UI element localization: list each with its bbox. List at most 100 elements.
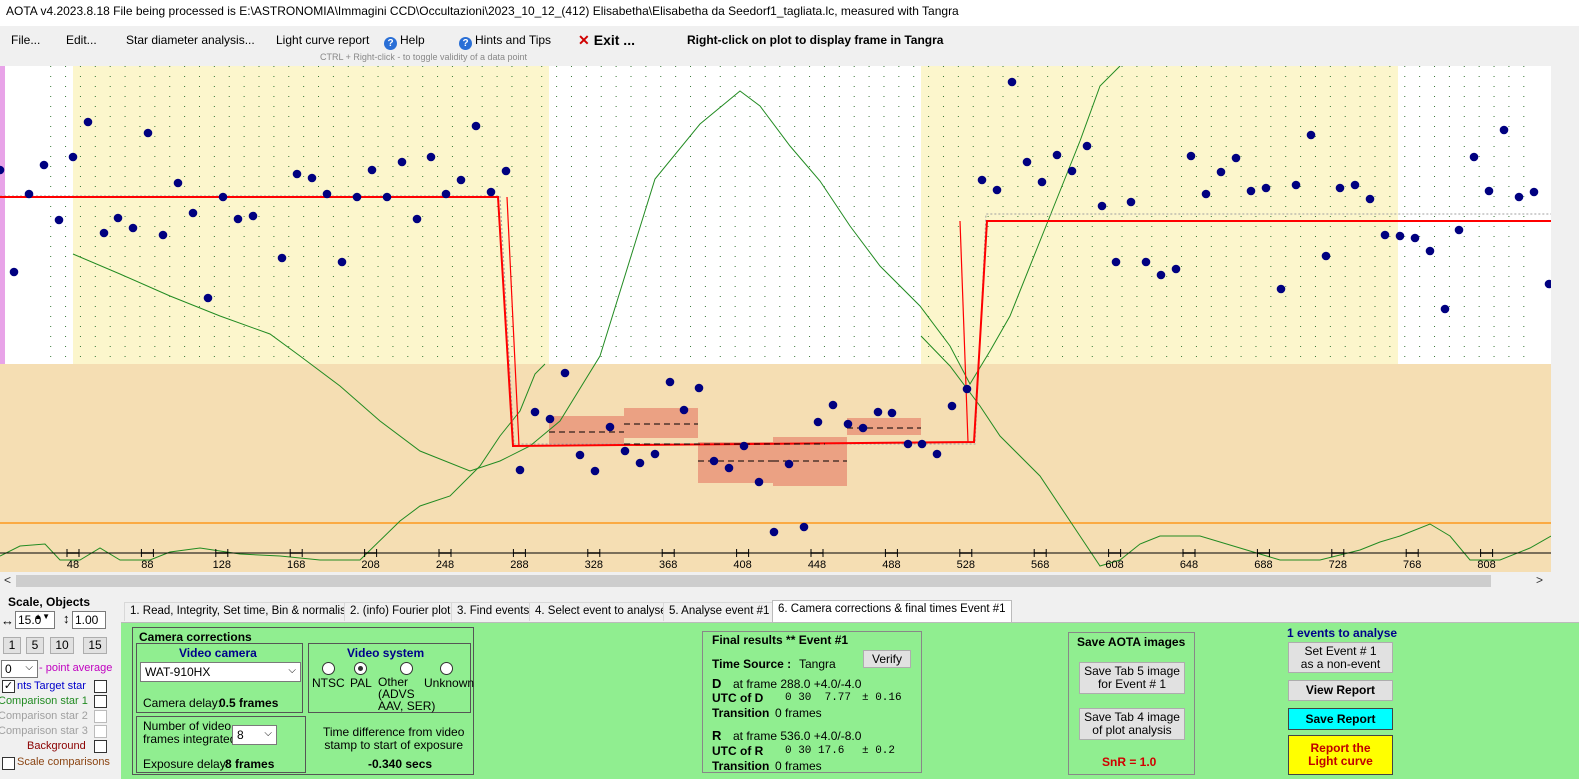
radio-ntsc[interactable] bbox=[322, 662, 335, 675]
data-point[interactable] bbox=[1067, 166, 1077, 176]
data-point[interactable] bbox=[843, 419, 853, 429]
radio-unknown[interactable] bbox=[440, 662, 453, 675]
v-scale-spinner[interactable]: 1.00 bbox=[72, 611, 106, 629]
data-point[interactable] bbox=[188, 208, 198, 218]
data-point[interactable] bbox=[962, 384, 972, 394]
data-point[interactable] bbox=[277, 253, 287, 263]
data-point[interactable] bbox=[575, 450, 585, 460]
data-point[interactable] bbox=[233, 214, 243, 224]
data-point[interactable] bbox=[218, 192, 228, 202]
scale-5-button[interactable]: 5 bbox=[26, 637, 44, 654]
data-point[interactable] bbox=[709, 456, 719, 466]
data-point[interactable] bbox=[754, 477, 764, 487]
frames-integrated-select[interactable]: 8 ⌵ bbox=[232, 725, 277, 745]
data-point[interactable] bbox=[1335, 183, 1345, 193]
data-point[interactable] bbox=[932, 449, 942, 459]
data-point[interactable] bbox=[887, 408, 897, 418]
data-point[interactable] bbox=[694, 383, 704, 393]
menu-help[interactable]: ? Help bbox=[384, 33, 425, 50]
data-point[interactable] bbox=[1171, 264, 1181, 274]
data-point[interactable] bbox=[441, 189, 451, 199]
points-checkbox[interactable]: ✓ bbox=[2, 680, 15, 693]
data-point[interactable] bbox=[1469, 152, 1479, 162]
data-point[interactable] bbox=[1186, 151, 1196, 161]
light-curve-plot[interactable]: 48 88 128 168 208 248 288 328 368 408 448 488 528 568… bbox=[0, 66, 1551, 572]
data-point[interactable] bbox=[1261, 183, 1271, 193]
comparison2-checkbox[interactable] bbox=[94, 710, 107, 723]
data-point[interactable] bbox=[992, 185, 1002, 195]
data-point[interactable] bbox=[515, 465, 525, 475]
data-point[interactable] bbox=[113, 213, 123, 223]
data-point[interactable] bbox=[1007, 77, 1017, 87]
data-point[interactable] bbox=[158, 230, 168, 240]
menu-star-diameter[interactable]: Star diameter analysis... bbox=[126, 33, 255, 47]
h-scale-spinner[interactable]: 15.0 ▲▼ bbox=[15, 611, 55, 629]
data-point[interactable] bbox=[1141, 257, 1151, 267]
scale-10-button[interactable]: 10 bbox=[50, 637, 74, 654]
data-point[interactable] bbox=[322, 189, 332, 199]
data-point[interactable] bbox=[635, 458, 645, 468]
data-point[interactable] bbox=[784, 459, 794, 469]
data-point[interactable] bbox=[1201, 189, 1211, 199]
comparison3-checkbox[interactable] bbox=[94, 725, 107, 738]
tab-read-integrity[interactable]: 1. Read, Integrity, Set time, Bin & norm… bbox=[124, 602, 359, 621]
menu-file[interactable]: File... bbox=[11, 33, 41, 47]
data-point[interactable] bbox=[1037, 177, 1047, 187]
data-point[interactable] bbox=[1529, 187, 1539, 197]
data-point[interactable] bbox=[1395, 231, 1405, 241]
data-point[interactable] bbox=[858, 423, 868, 433]
data-point[interactable] bbox=[412, 214, 422, 224]
plot-horizontal-scrollbar[interactable]: < > bbox=[0, 572, 1551, 590]
save-tab5-image-button[interactable]: Save Tab 5 image for Event # 1 bbox=[1079, 662, 1185, 694]
data-point[interactable] bbox=[337, 257, 347, 267]
data-point[interactable] bbox=[1380, 230, 1390, 240]
data-point[interactable] bbox=[1306, 130, 1316, 140]
data-point[interactable] bbox=[1246, 186, 1256, 196]
data-point[interactable] bbox=[1440, 304, 1450, 314]
data-point[interactable] bbox=[382, 192, 392, 202]
tab-analyse-event[interactable]: 5. Analyse event #1 bbox=[663, 602, 776, 621]
data-point[interactable] bbox=[143, 128, 153, 138]
data-point[interactable] bbox=[1484, 186, 1494, 196]
data-point[interactable] bbox=[456, 175, 466, 185]
point-average-select[interactable]: 0 ⌵ bbox=[1, 660, 38, 678]
data-point[interactable] bbox=[947, 401, 957, 411]
scroll-right-icon[interactable]: > bbox=[1536, 573, 1544, 587]
data-point[interactable] bbox=[917, 439, 927, 449]
data-point[interactable] bbox=[1111, 257, 1121, 267]
tab-camera-corrections[interactable]: 6. Camera corrections & final times Even… bbox=[772, 600, 1012, 622]
data-point[interactable] bbox=[1544, 279, 1551, 289]
data-point[interactable] bbox=[1231, 153, 1241, 163]
data-point[interactable] bbox=[1216, 167, 1226, 177]
data-point[interactable] bbox=[1291, 180, 1301, 190]
data-point[interactable] bbox=[739, 441, 749, 451]
scale-comparisons-checkbox[interactable] bbox=[2, 757, 15, 770]
tab-fourier-plot[interactable]: 2. (info) Fourier plot bbox=[344, 602, 457, 621]
data-point[interactable] bbox=[799, 522, 809, 532]
spinner-icon[interactable]: ▲▼ bbox=[34, 612, 50, 621]
data-point[interactable] bbox=[1276, 284, 1286, 294]
radio-other[interactable] bbox=[400, 662, 413, 675]
data-point[interactable] bbox=[83, 117, 93, 127]
data-point[interactable] bbox=[828, 400, 838, 410]
data-point[interactable] bbox=[352, 192, 362, 202]
save-tab4-image-button[interactable]: Save Tab 4 image of plot analysis bbox=[1079, 708, 1185, 740]
data-point[interactable] bbox=[679, 405, 689, 415]
data-point[interactable] bbox=[397, 157, 407, 167]
verify-button[interactable]: Verify bbox=[863, 650, 911, 668]
data-point[interactable] bbox=[99, 228, 109, 238]
light-curve-svg[interactable]: 48 88 128 168 208 248 288 328 368 408 448 488 528 568… bbox=[0, 66, 1551, 572]
background-checkbox[interactable] bbox=[94, 740, 107, 753]
target-star-checkbox[interactable] bbox=[94, 680, 107, 693]
data-point[interactable] bbox=[486, 187, 496, 197]
data-point[interactable] bbox=[665, 377, 675, 387]
data-point[interactable] bbox=[471, 121, 481, 131]
camera-model-select[interactable]: WAT-910HX ⌵ bbox=[140, 662, 301, 682]
menu-exit[interactable]: ✕ Exit ... bbox=[578, 32, 635, 49]
data-point[interactable] bbox=[813, 417, 823, 427]
data-point[interactable] bbox=[1156, 270, 1166, 280]
data-point[interactable] bbox=[873, 407, 883, 417]
data-point[interactable] bbox=[68, 152, 78, 162]
data-point[interactable] bbox=[0, 165, 5, 175]
data-point[interactable] bbox=[545, 414, 555, 424]
